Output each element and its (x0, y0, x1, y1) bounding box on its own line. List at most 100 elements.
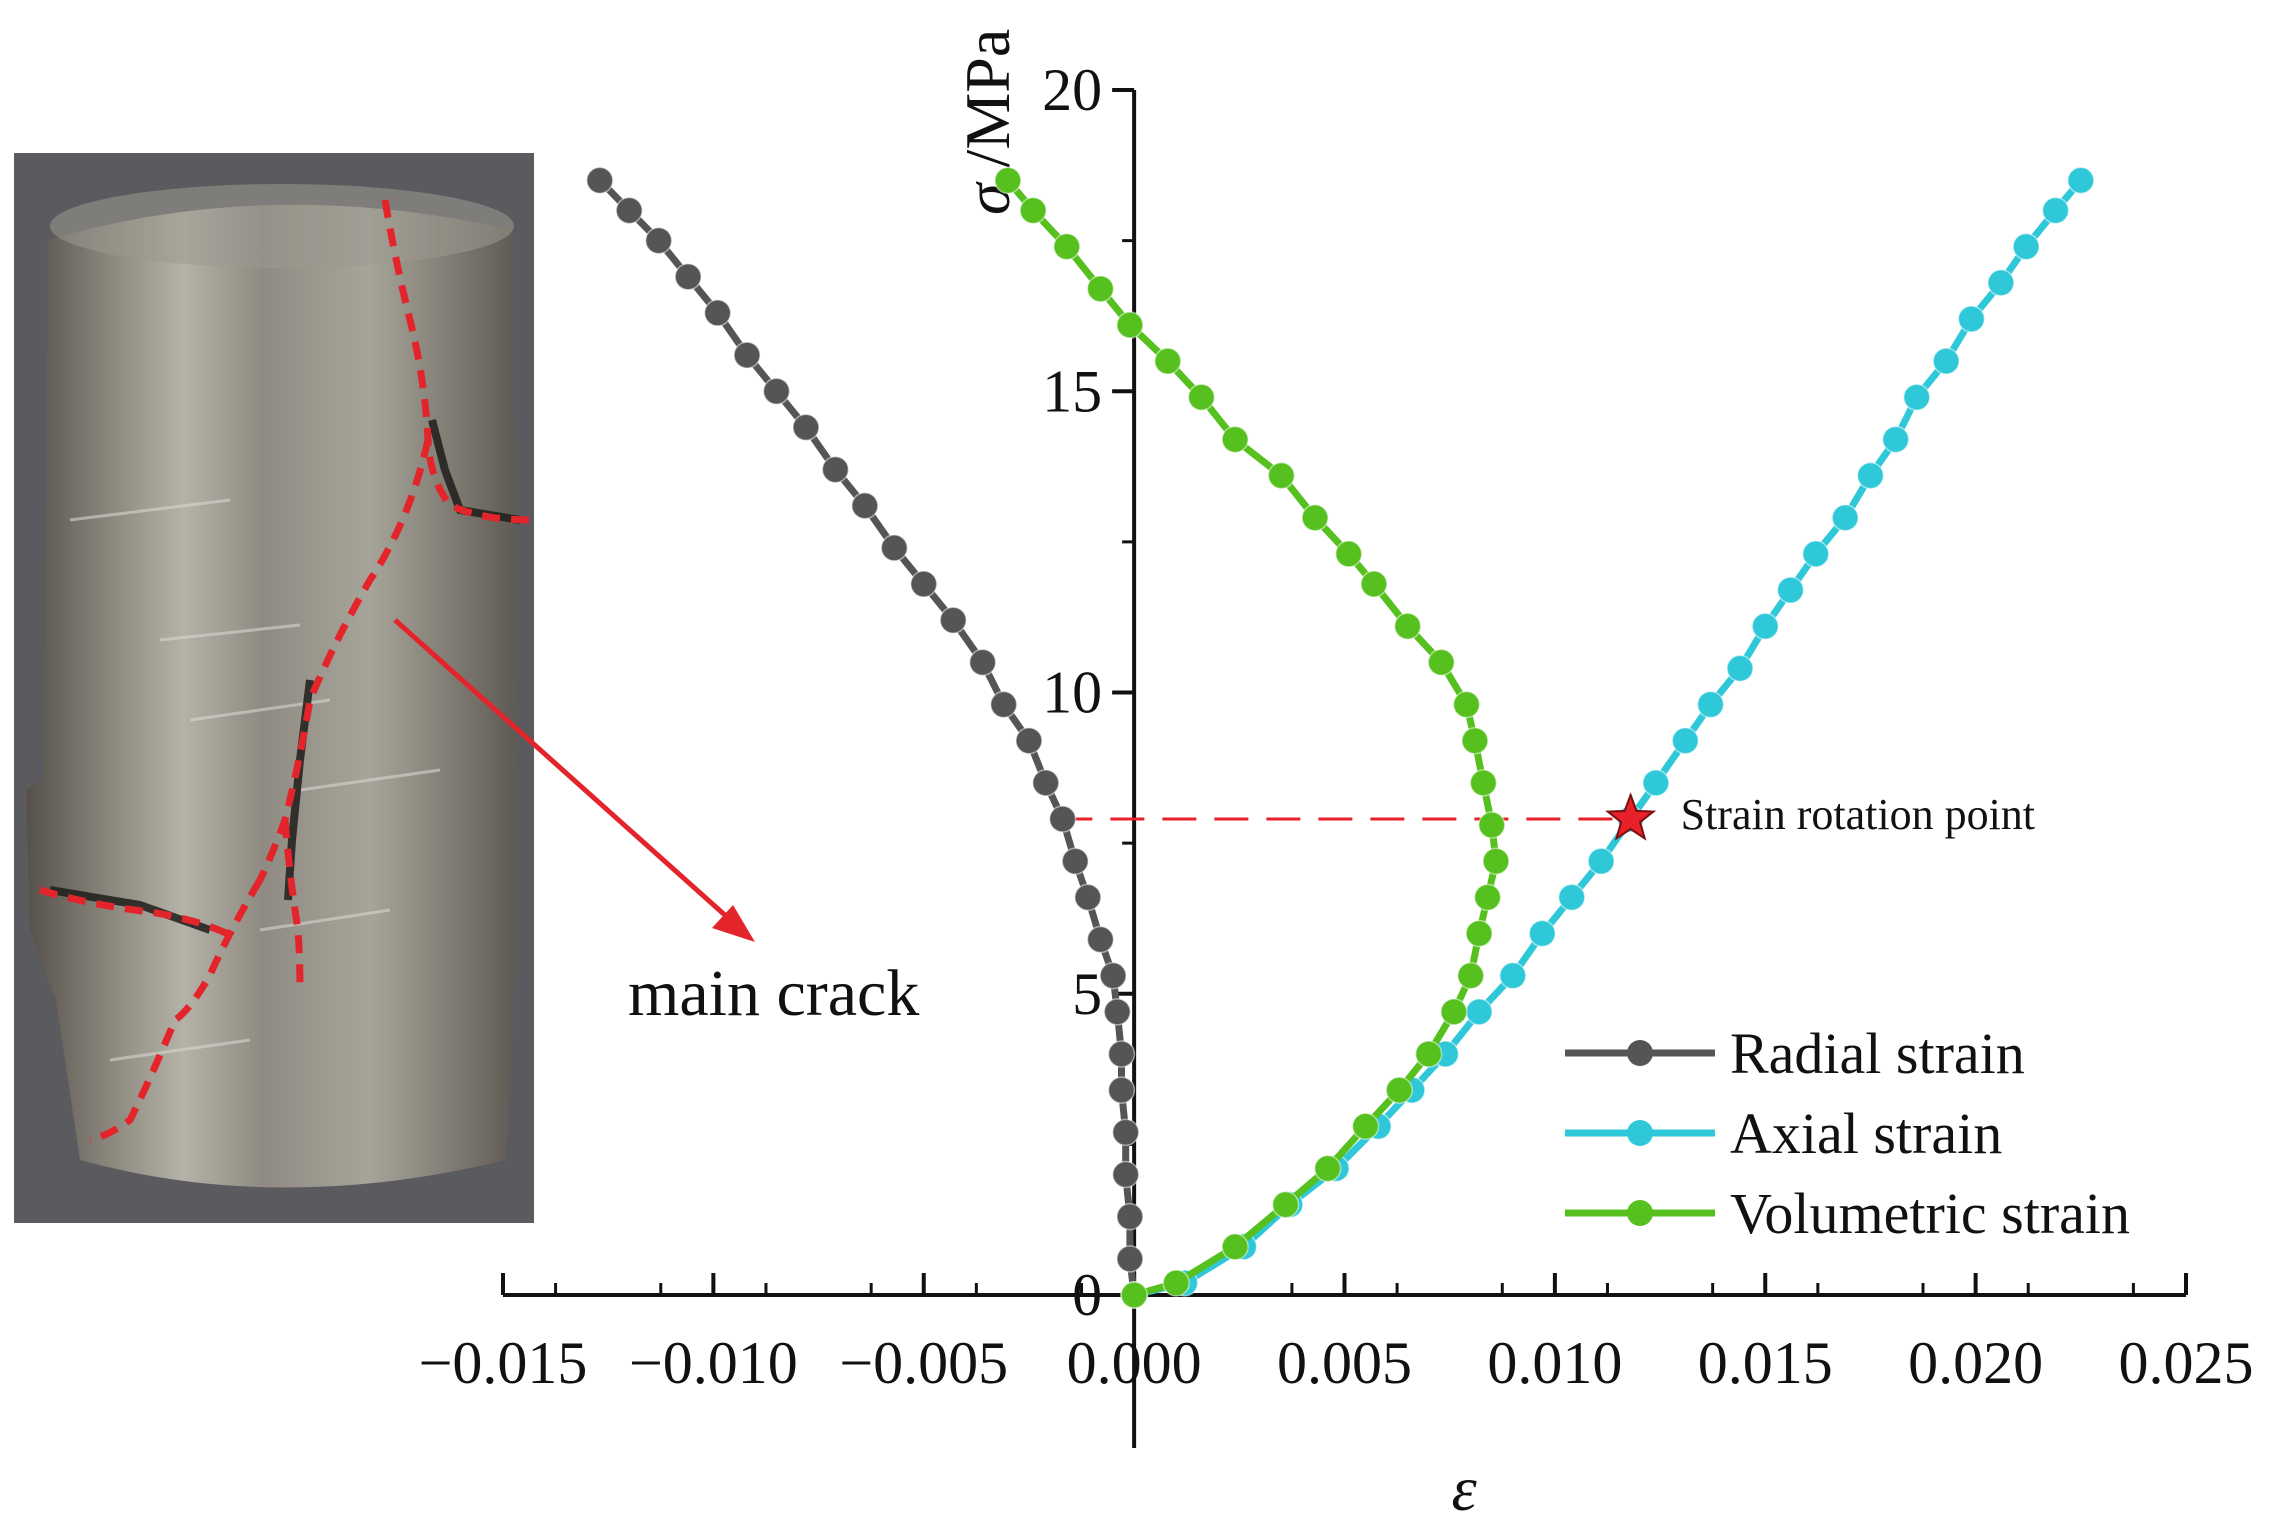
radial-strain-point (674, 263, 702, 291)
y-tick-label: 15 (1042, 358, 1102, 424)
volumetric-strain-point (1385, 1076, 1413, 1104)
axial-strain-point (2012, 232, 2040, 261)
radial-strain-point (939, 606, 967, 634)
annotation-layer: Strain rotation point (1605, 790, 2035, 841)
volumetric-strain-point (1267, 461, 1296, 490)
radial-strain-point (792, 413, 820, 442)
radial-strain-point (968, 648, 997, 677)
rock-cylinder (26, 204, 518, 1188)
x-tick-label: 0.005 (1277, 1330, 1412, 1396)
x-tick-label: −0.005 (839, 1330, 1008, 1396)
y-tick-label: 0 (1072, 1262, 1102, 1328)
x-tick-label: 0.020 (1908, 1330, 2043, 1396)
rotation-point-label: Strain rotation point (1681, 790, 2035, 839)
volumetric-strain-point (1393, 612, 1422, 640)
axial-strain-point (1726, 654, 1754, 683)
legend-swatch-marker-radial-strain (1627, 1040, 1653, 1066)
radial-strain-point (703, 299, 732, 327)
axial-strain-point (1587, 847, 1615, 875)
y-axis-title: σ /MPa (952, 29, 1023, 215)
legend-label-radial-strain: Radial strain (1730, 1021, 2025, 1086)
rock-top-face (50, 184, 514, 268)
x-tick-label: 0.000 (1067, 1330, 1202, 1396)
axial-strain-point (1881, 425, 1910, 454)
x-tick-label: 0.010 (1487, 1330, 1622, 1396)
axial-strain-point (2041, 196, 2070, 225)
axial-strain-point (2067, 166, 2095, 195)
volumetric-strain-point (1360, 570, 1388, 598)
radial-strain-point (1107, 1040, 1136, 1068)
volumetric-strain-point (1478, 811, 1506, 839)
radial-strain-point (1116, 1202, 1144, 1231)
legend-label-volumetric-strain: Volumetric strain (1730, 1181, 2130, 1246)
y-axis-title-unit: /MPa (952, 29, 1023, 184)
radial-strain-point (1116, 1245, 1144, 1273)
legend-label-axial-strain: Axial strain (1730, 1101, 2002, 1166)
radial-strain-point (762, 377, 791, 405)
axial-strain-point (1801, 540, 1830, 568)
main-crack-dashed-trace (38, 199, 531, 1144)
volumetric-strain-point (1086, 275, 1115, 303)
x-axis-title: ε (1452, 1453, 1478, 1523)
radial-strain-point (1086, 925, 1115, 954)
radial-strain-point (586, 166, 614, 195)
volumetric-strain-point (1427, 648, 1456, 677)
volumetric-strain-point (1313, 1154, 1342, 1183)
volumetric-strain-point (1469, 769, 1498, 797)
volumetric-strain-point (1461, 726, 1489, 755)
radial-strain-point (1111, 1160, 1140, 1189)
radial-strain-point (1015, 726, 1043, 755)
x-tick-label: 0.025 (2119, 1330, 2254, 1396)
axial-strain-point (1932, 347, 1960, 375)
radial-strain-point (1061, 847, 1089, 875)
volumetric-strain-point (1116, 311, 1144, 339)
axes-group: −0.015 −0.010 −0.005 0.000 0.005 0.010 0.015 0.… (419, 29, 2254, 1523)
radial-strain-point (1103, 998, 1132, 1026)
radial-strain-point (1111, 1118, 1140, 1147)
axial-strain-point (1642, 769, 1670, 797)
radial-strain-point (1074, 883, 1102, 912)
axial-strain-point (1987, 269, 2015, 297)
main-crack-label: main crack (628, 957, 919, 1030)
axial-strain-point (1751, 612, 1779, 640)
radial-strain-point (989, 690, 1018, 719)
radial-strain-point (821, 455, 850, 484)
axial-strain-point (1671, 726, 1700, 755)
x-tick-label: 0.015 (1698, 1330, 1833, 1396)
crack-pointer-arrowhead (712, 905, 755, 942)
radial-strain-point (1032, 769, 1060, 797)
volumetric-strain-point (1154, 347, 1182, 375)
volumetric-strain-point (1221, 1233, 1249, 1261)
volumetric-strain-point (994, 166, 1022, 195)
radial-strain-point (615, 196, 643, 225)
volumetric-strain-point (1053, 232, 1081, 261)
axial-strain-point (1902, 383, 1931, 412)
axial-strain-point (1831, 504, 1859, 532)
axial-strain-point (1528, 919, 1557, 948)
volumetric-strain-point (1301, 504, 1329, 532)
radial-strain-point (1099, 961, 1127, 990)
volumetric-strain-point (1414, 1040, 1443, 1068)
x-tick-label: −0.010 (629, 1330, 798, 1396)
legend-swatch-marker-volumetric-strain (1627, 1200, 1653, 1226)
volumetric-strain-point (1456, 961, 1485, 990)
volumetric-strain-point (1120, 1281, 1148, 1309)
axial-strain-point (1776, 576, 1805, 604)
volumetric-strain-point (1187, 383, 1216, 412)
volumetric-strain-point (1452, 690, 1481, 719)
radial-strain-point (1107, 1076, 1136, 1104)
volumetric-strain-point (1221, 425, 1249, 454)
radial-strain-point (733, 341, 761, 369)
y-tick-label: 5 (1072, 961, 1102, 1027)
radial-strain-point (644, 226, 673, 255)
rotation-point-star-marker (1605, 792, 1657, 841)
legend: Radial strain Axial strain Volumetric stra… (1565, 1021, 2130, 1246)
axial-strain-point (1696, 690, 1725, 719)
axial-strain-point (1856, 461, 1885, 490)
volumetric-strain-point (1465, 919, 1493, 948)
x-tick-label: −0.015 (419, 1330, 588, 1396)
y-tick-label: 10 (1042, 660, 1102, 726)
y-tick-label: 20 (1042, 57, 1102, 123)
